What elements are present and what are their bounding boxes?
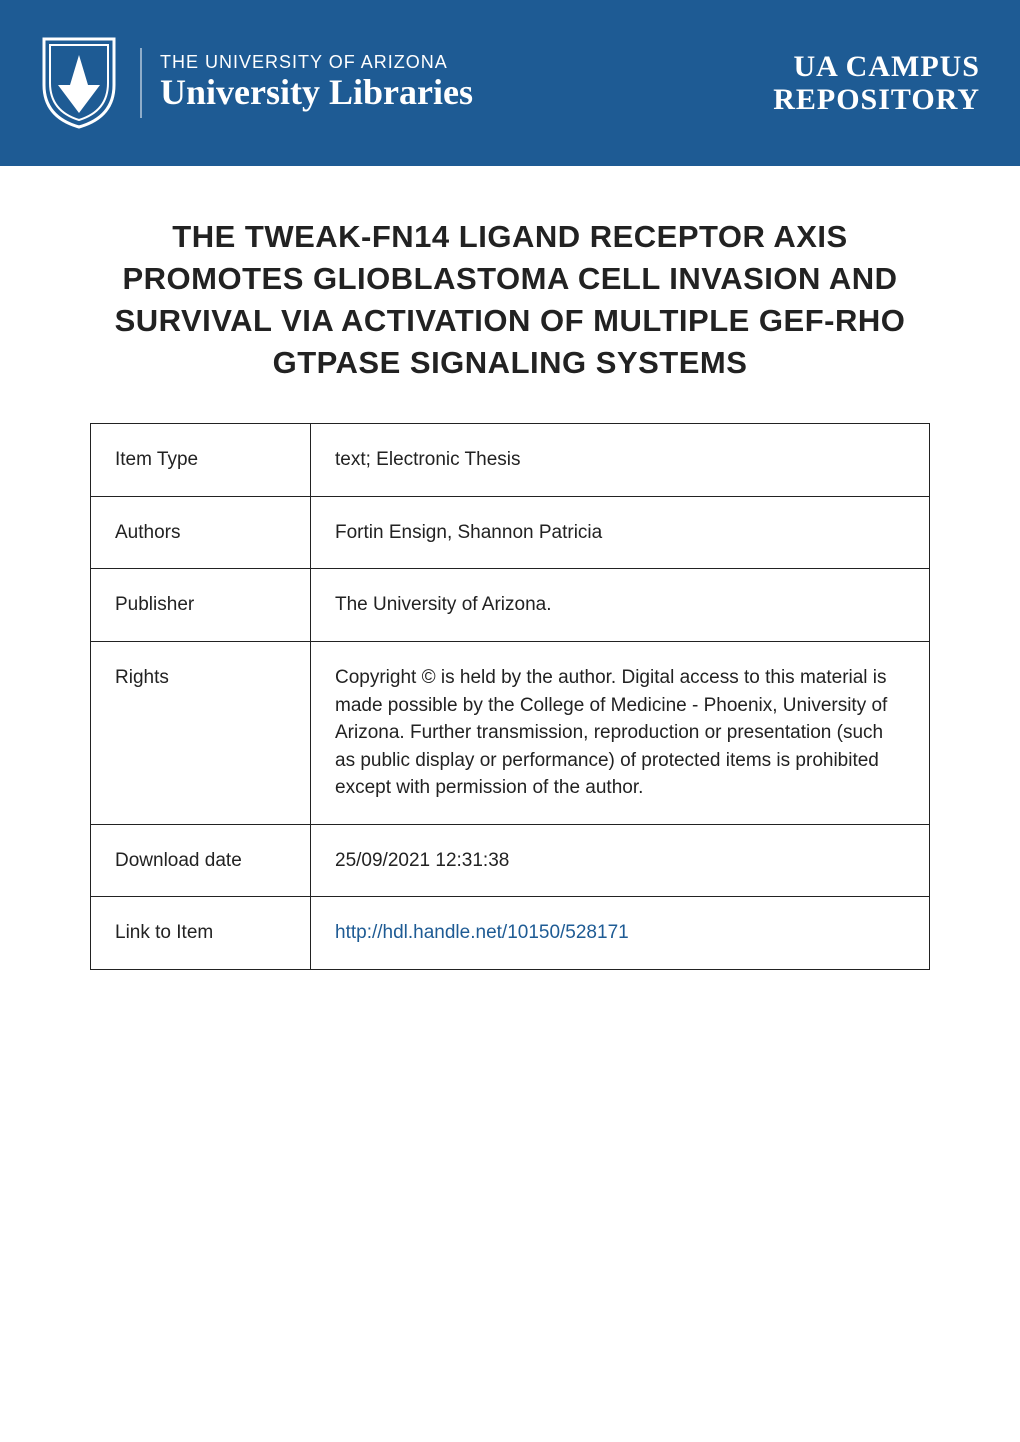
- document-title: THE TWEAK-FN14 LIGAND RECEPTOR AXIS PROM…: [90, 216, 930, 383]
- meta-key-link: Link to Item: [91, 897, 311, 970]
- table-row: Rights Copyright © is held by the author…: [91, 642, 930, 825]
- institution-logo-block: THE UNIVERSITY OF ARIZONA University Lib…: [40, 35, 473, 131]
- meta-key-download-date: Download date: [91, 824, 311, 897]
- meta-key-authors: Authors: [91, 496, 311, 569]
- meta-value-link-cell: http://hdl.handle.net/10150/528171: [311, 897, 930, 970]
- meta-value-authors: Fortin Ensign, Shannon Patricia: [311, 496, 930, 569]
- meta-value-download-date: 25/09/2021 12:31:38: [311, 824, 930, 897]
- meta-value-publisher: The University of Arizona.: [311, 569, 930, 642]
- meta-value-rights: Copyright © is held by the author. Digit…: [311, 642, 930, 825]
- campus-line-1: UA CAMPUS: [773, 50, 980, 83]
- institution-text: THE UNIVERSITY OF ARIZONA University Lib…: [160, 53, 473, 112]
- table-row: Publisher The University of Arizona.: [91, 569, 930, 642]
- institution-title: University Libraries: [160, 73, 473, 113]
- logo-divider: [140, 48, 142, 118]
- document-title-block: THE TWEAK-FN14 LIGAND RECEPTOR AXIS PROM…: [0, 166, 1020, 423]
- institution-subtitle: THE UNIVERSITY OF ARIZONA: [160, 53, 473, 73]
- meta-key-rights: Rights: [91, 642, 311, 825]
- table-row: Link to Item http://hdl.handle.net/10150…: [91, 897, 930, 970]
- metadata-table: Item Type text; Electronic Thesis Author…: [90, 423, 930, 969]
- table-row: Download date 25/09/2021 12:31:38: [91, 824, 930, 897]
- ua-shield-icon: [40, 35, 118, 131]
- repository-banner: THE UNIVERSITY OF ARIZONA University Lib…: [0, 0, 1020, 166]
- campus-line-2: REPOSITORY: [773, 83, 980, 116]
- item-handle-link[interactable]: http://hdl.handle.net/10150/528171: [335, 922, 629, 943]
- table-row: Item Type text; Electronic Thesis: [91, 424, 930, 497]
- meta-key-item-type: Item Type: [91, 424, 311, 497]
- meta-value-item-type: text; Electronic Thesis: [311, 424, 930, 497]
- meta-key-publisher: Publisher: [91, 569, 311, 642]
- campus-repository-label: UA CAMPUS REPOSITORY: [773, 50, 980, 116]
- table-row: Authors Fortin Ensign, Shannon Patricia: [91, 496, 930, 569]
